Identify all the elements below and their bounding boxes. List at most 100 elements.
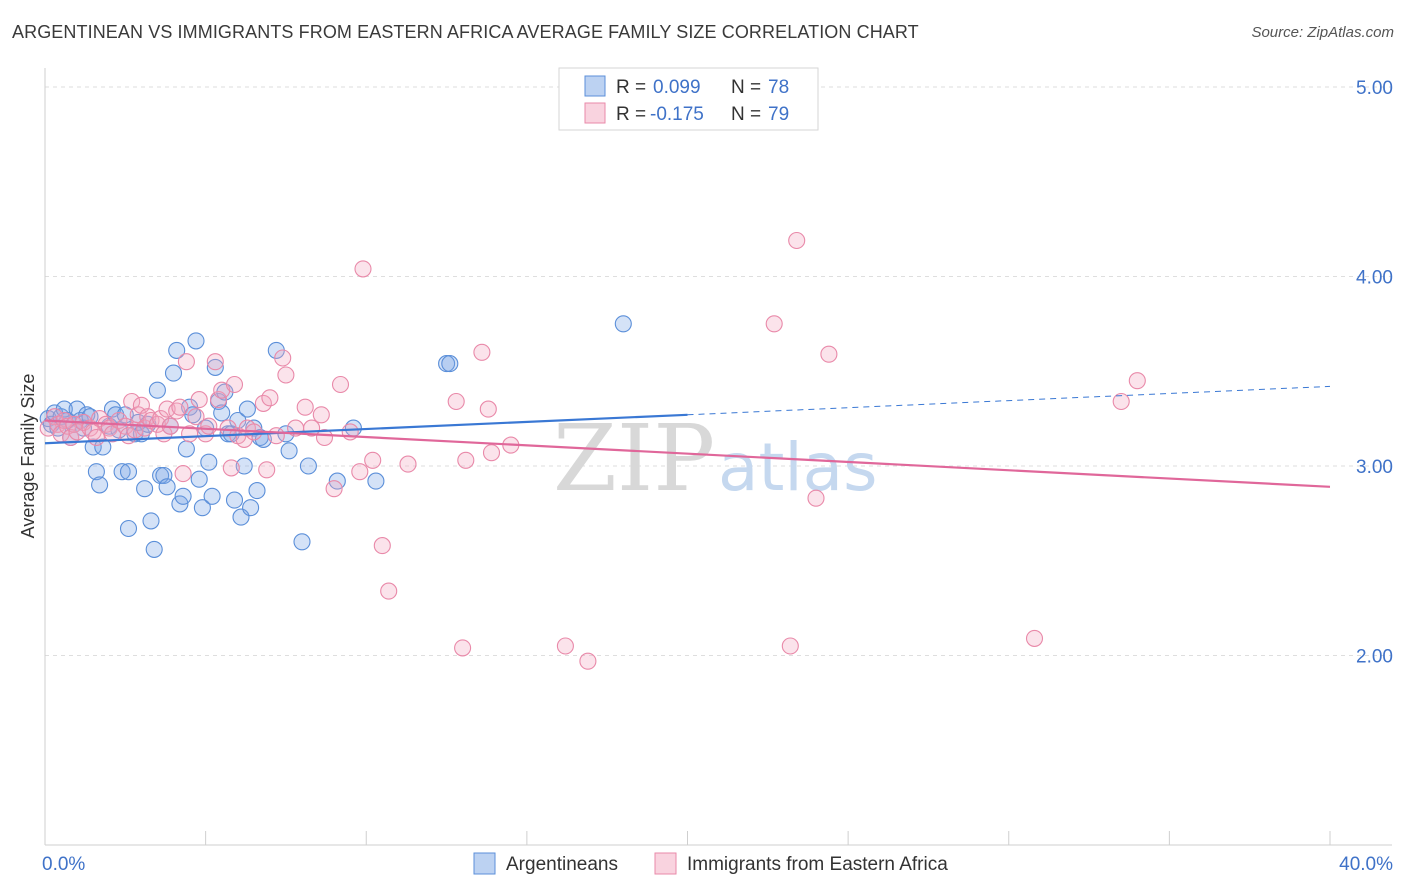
- source-label: Source: ZipAtlas.com: [1251, 24, 1394, 41]
- point-s0-57: [225, 491, 244, 509]
- point-s1-83: [807, 489, 825, 507]
- point-s0-24: [119, 463, 138, 481]
- x-tick-label-0: 0.0%: [42, 854, 85, 875]
- point-s1-62: [325, 480, 343, 498]
- point-s1-53: [261, 389, 279, 407]
- legend-swatch-eastern-africa: [654, 852, 677, 875]
- stats-r-label-1: R =: [616, 104, 646, 125]
- point-s0-60: [235, 457, 253, 475]
- point-s0-64: [248, 482, 266, 500]
- point-s0-51: [206, 358, 224, 376]
- point-s1-70: [399, 455, 417, 473]
- point-s1-58: [296, 398, 314, 416]
- point-s1-71: [447, 392, 465, 411]
- point-s1-68: [373, 537, 391, 555]
- point-s1-79: [579, 652, 597, 670]
- point-s0-76: [614, 315, 632, 333]
- point-s1-40: [200, 417, 218, 435]
- point-s1-38: [190, 391, 208, 409]
- watermark-atlas: atlas: [718, 429, 878, 506]
- y-tick-label-2: 4.00: [1356, 267, 1393, 288]
- series-legend: Argentineans Immigrants from Eastern Afr…: [473, 852, 948, 875]
- point-s0-41: [174, 487, 192, 505]
- point-s0-49: [200, 453, 218, 471]
- point-s1-84: [820, 345, 838, 363]
- point-s0-29: [136, 480, 154, 498]
- point-s1-41: [206, 353, 224, 371]
- stats-n-value-1: 79: [768, 104, 789, 125]
- trend-line-argentineans-extension: [687, 385, 1331, 416]
- point-s0-14: [84, 438, 102, 456]
- point-s1-45: [222, 459, 240, 477]
- point-s0-62: [242, 499, 260, 517]
- point-s0-70: [299, 457, 317, 475]
- trend-line-eastern-africa: [44, 419, 1331, 488]
- point-s0-33: [148, 381, 166, 399]
- point-s1-82: [788, 231, 806, 250]
- point-s1-78: [556, 637, 574, 655]
- legend-label-argentineans: Argentineans: [506, 854, 618, 875]
- y-axis-label: Average Family Size: [18, 374, 38, 539]
- point-s0-35: [155, 466, 173, 485]
- point-s1-85: [1025, 629, 1044, 647]
- x-tick-labels: 0.0% 40.0%: [42, 854, 1393, 875]
- stats-legend: R = 0.099 N = 78 R = -0.175 N = 79: [558, 67, 819, 131]
- stats-n-label-0: N =: [731, 77, 761, 98]
- point-s1-55: [274, 349, 292, 367]
- chart-title: ARGENTINEAN VS IMMIGRANTS FROM EASTERN A…: [12, 22, 919, 42]
- point-s0-38: [164, 364, 183, 382]
- x-tick-label-1: 40.0%: [1339, 854, 1393, 875]
- point-s0-16: [91, 476, 109, 494]
- point-s1-33: [171, 398, 189, 416]
- point-s1-67: [364, 451, 382, 469]
- trend-lines: [44, 385, 1331, 488]
- point-s1-86: [1112, 392, 1130, 411]
- point-s0-17: [94, 438, 112, 456]
- stats-n-label-1: N =: [731, 104, 761, 125]
- point-s1-60: [312, 406, 330, 424]
- point-s0-69: [293, 533, 311, 551]
- point-s1-52: [258, 461, 276, 479]
- point-s0-75: [441, 355, 459, 373]
- watermark-zip: ZIP: [553, 405, 715, 512]
- point-s0-25: [119, 519, 138, 538]
- grid-lines: [45, 86, 1392, 656]
- point-s1-43: [213, 381, 231, 399]
- point-s1-76: [482, 444, 501, 462]
- point-s1-27: [148, 415, 166, 433]
- point-s1-18: [116, 417, 134, 435]
- point-s0-36: [158, 478, 176, 496]
- point-s0-15: [87, 463, 105, 481]
- legend-swatch-argentineans: [473, 852, 496, 875]
- point-s1-61: [315, 428, 334, 447]
- point-s0-46: [190, 470, 208, 488]
- point-s0-61: [238, 400, 256, 418]
- point-s1-35: [177, 353, 195, 371]
- stats-swatch-eastern-africa: [584, 102, 606, 124]
- point-s0-50: [203, 487, 221, 505]
- point-s0-32: [145, 540, 163, 558]
- point-s0-68: [280, 442, 298, 460]
- y-tick-label-0: 2.00: [1356, 646, 1393, 667]
- y-tick-label-3: 5.00: [1356, 78, 1393, 99]
- y-tick-labels: 2.00 3.00 4.00 5.00: [1356, 78, 1393, 668]
- point-s1-72: [454, 639, 472, 657]
- point-s0-47: [193, 499, 211, 517]
- point-s1-74: [473, 343, 491, 361]
- y-tick-label-1: 3.00: [1356, 457, 1393, 478]
- point-s1-87: [1128, 372, 1146, 390]
- stats-swatch-argentineans: [584, 75, 606, 97]
- point-s1-54: [267, 427, 285, 445]
- stats-r-value-0: 0.099: [653, 77, 701, 98]
- point-s1-46: [225, 375, 244, 394]
- point-s1-81: [781, 637, 799, 655]
- point-s1-75: [479, 400, 497, 418]
- point-s1-34: [174, 465, 192, 483]
- point-s1-42: [209, 391, 228, 409]
- point-s0-39: [168, 341, 186, 359]
- point-s0-22: [113, 463, 131, 481]
- point-s1-63: [331, 375, 350, 394]
- point-s1-56: [277, 366, 295, 384]
- axes: [44, 68, 1392, 846]
- point-s1-51: [254, 394, 272, 412]
